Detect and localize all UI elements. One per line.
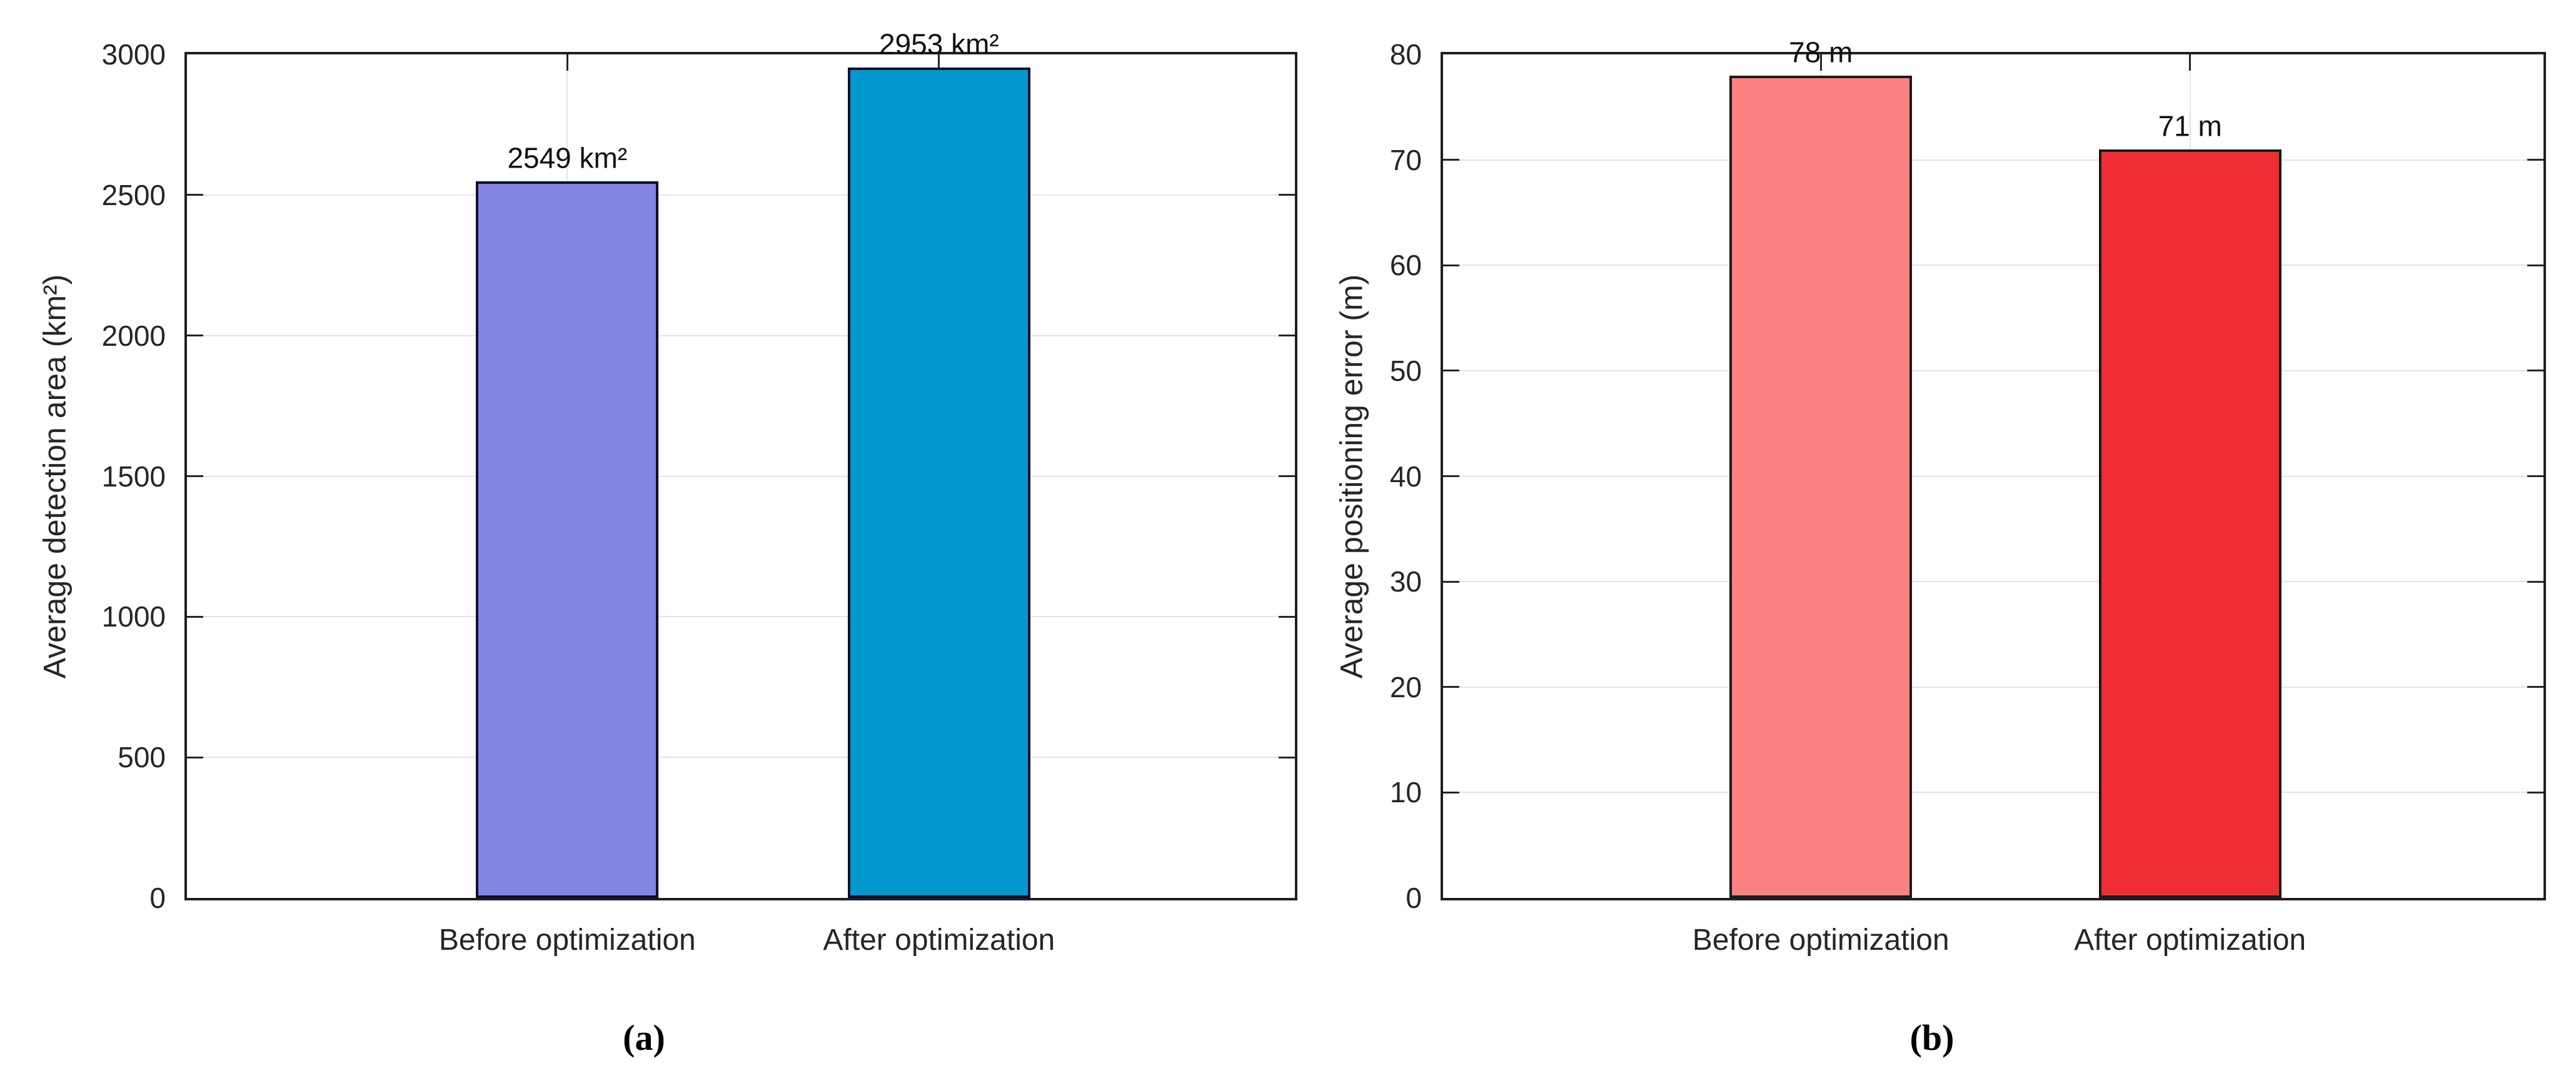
y-tick-label: 70 (1389, 143, 1422, 176)
y-tick-label: 50 (1389, 354, 1422, 387)
gridline-horizontal (1443, 581, 2543, 583)
y-tick-label: 2500 (101, 178, 166, 211)
x-tick-mark (938, 54, 940, 71)
y-tick-mark (1279, 335, 1295, 337)
y-tick-mark (1443, 686, 1459, 688)
x-tick-label: Before optimization (438, 924, 696, 957)
plot-frame (184, 52, 1297, 900)
x-tick-mark (1819, 54, 1822, 71)
y-tick-label: 40 (1389, 460, 1422, 493)
y-tick-mark (2527, 791, 2543, 793)
y-tick-label: 2000 (101, 319, 166, 352)
y-tick-mark (187, 756, 203, 758)
y-tick-mark (1279, 194, 1295, 196)
gridline-horizontal (187, 475, 1295, 477)
y-axis-label: Average positioning error (m) (1334, 274, 1369, 678)
panel-caption: (a) (623, 1017, 665, 1058)
gridline-horizontal (187, 616, 1295, 618)
y-tick-label: 0 (1406, 882, 1422, 914)
bar-value-label: 2953 km² (878, 28, 999, 61)
gridline-horizontal (1443, 792, 2543, 793)
y-tick-mark (2527, 475, 2543, 477)
y-tick-mark (187, 335, 203, 337)
x-tick-mark (2189, 54, 2191, 71)
y-tick-mark (1443, 264, 1459, 266)
x-tick-label: After optimization (2074, 924, 2307, 957)
y-tick-mark (1443, 370, 1459, 372)
gridline-horizontal (187, 194, 1295, 196)
gridline-horizontal (187, 335, 1295, 336)
y-tick-mark (1443, 475, 1459, 477)
gridline-horizontal (1443, 159, 2543, 161)
y-tick-label: 0 (149, 882, 166, 914)
x-tick-label: After optimization (823, 924, 1055, 957)
y-tick-mark (1443, 159, 1459, 161)
y-tick-label: 3000 (101, 38, 166, 71)
y-tick-mark (2527, 264, 2543, 266)
panel-caption: (b) (1909, 1017, 1955, 1058)
y-tick-mark (1443, 791, 1459, 793)
gridline-horizontal (1443, 475, 2543, 477)
y-tick-mark (1279, 756, 1295, 758)
bar (1729, 75, 1913, 898)
y-tick-label: 1500 (101, 460, 166, 493)
y-tick-label: 20 (1389, 670, 1422, 703)
x-tick-mark (566, 54, 568, 71)
y-tick-label: 10 (1389, 776, 1422, 809)
y-tick-mark (1279, 615, 1295, 618)
y-tick-mark (2527, 370, 2543, 372)
plot-frame (1441, 52, 2546, 900)
x-tick-label: Before optimization (1692, 924, 1950, 957)
y-tick-mark (1279, 475, 1295, 477)
y-tick-label: 500 (118, 741, 166, 774)
bar-value-label: 71 m (2158, 109, 2222, 143)
y-tick-mark (1443, 580, 1459, 583)
y-tick-mark (2527, 580, 2543, 583)
bar (847, 68, 1030, 898)
y-tick-label: 30 (1389, 565, 1422, 598)
y-tick-mark (187, 194, 203, 196)
gridline-horizontal (1443, 264, 2543, 266)
y-tick-mark (2527, 159, 2543, 161)
y-tick-label: 80 (1389, 38, 1422, 71)
gridline-horizontal (187, 757, 1295, 758)
bar-value-label: 2549 km² (507, 141, 628, 174)
y-tick-label: 1000 (101, 600, 166, 633)
bar-value-label: 78 m (1789, 36, 1853, 69)
bar (476, 181, 659, 898)
y-tick-mark (2527, 686, 2543, 688)
y-tick-label: 60 (1389, 249, 1422, 282)
y-tick-mark (187, 475, 203, 477)
gridline-horizontal (1443, 370, 2543, 371)
bar (2098, 149, 2282, 898)
y-tick-mark (187, 615, 203, 618)
gridline-horizontal (1443, 686, 2543, 688)
